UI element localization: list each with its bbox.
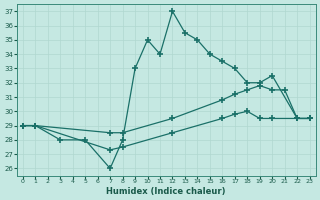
X-axis label: Humidex (Indice chaleur): Humidex (Indice chaleur) <box>107 187 226 196</box>
